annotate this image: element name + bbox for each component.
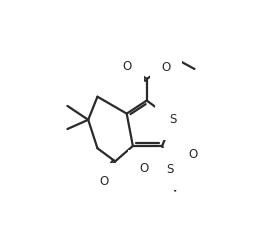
- Text: O: O: [188, 148, 198, 161]
- Text: O: O: [123, 60, 132, 73]
- Text: S: S: [166, 163, 173, 175]
- Text: O: O: [161, 61, 171, 74]
- Text: O: O: [100, 175, 109, 188]
- Text: O: O: [140, 162, 149, 175]
- Text: S: S: [169, 113, 177, 126]
